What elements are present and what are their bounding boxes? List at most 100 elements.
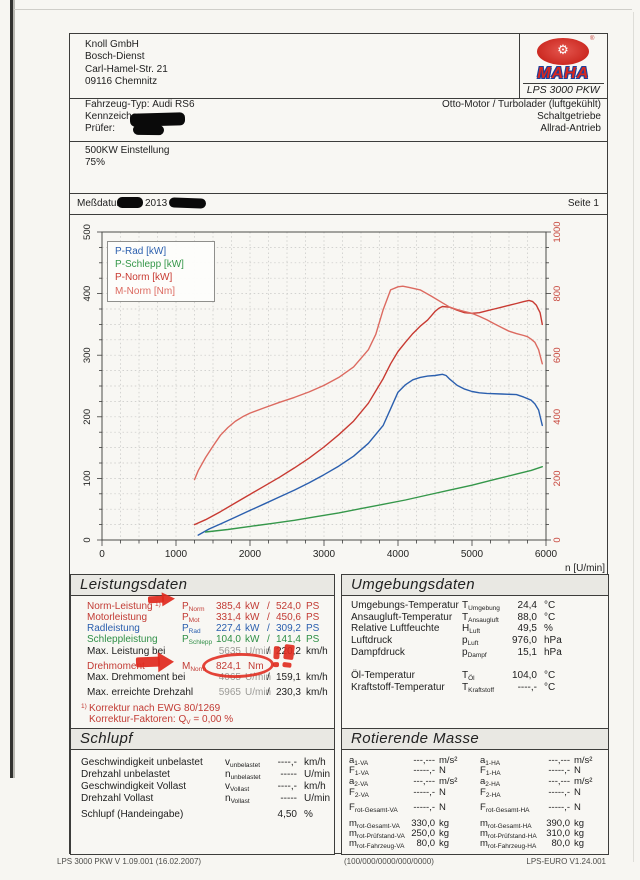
table-row: Geschwindigkeit unbelastet vunbelastet -… (81, 757, 326, 769)
svg-text:2000: 2000 (239, 549, 262, 560)
gearbox-type: Schaltgetriebe (537, 110, 601, 122)
footnote-korrektur: Korrektur-Faktoren: QV = 0,00 % (89, 714, 234, 726)
vehicle-info: Fahrzeug-Typ: Audi RS6 Kennzeichen: Prüf… (85, 99, 195, 136)
table-row: Kraftstoff-Temperatur TKraftstoff ----,-… (351, 682, 556, 694)
table-row: Max. Drehmoment bei 4065 U/min / 159,1 k… (87, 672, 328, 683)
svg-text:4000: 4000 (387, 549, 410, 560)
engine-info: Otto-Motor / Turbolader (luftgekühlt) Sc… (442, 99, 601, 136)
divider (70, 214, 607, 215)
table-row: F1-VA -----,- N F1-HA -----,- N (349, 765, 581, 777)
svg-text:800: 800 (552, 286, 563, 302)
divider (70, 141, 607, 142)
table-row: Radleistung PRad 227,4 kW / 309,2 PS (87, 623, 320, 635)
svg-text:200: 200 (552, 470, 563, 486)
svg-text:0: 0 (552, 537, 563, 542)
table-row: Motorleistung PMot 331,4 kW / 450,6 PS (87, 612, 320, 624)
test-settings: 500KW Einstellung 75% (85, 145, 170, 170)
table-row: Dampfdruck pDampf 15,1 hPa (351, 647, 562, 659)
table-row: Umgebungs-Temperatur TUmgebung 24,4 °C (351, 600, 556, 612)
footer-code-center: (100/000/0000/000/0000) (344, 857, 434, 866)
svg-text:0: 0 (82, 537, 93, 542)
scan-top-line (14, 9, 632, 10)
section-leistungsdaten: Leistungsdaten Norm-Leistung 1) PNorm 385… (70, 574, 335, 730)
divider (70, 193, 607, 194)
device-model: LPS 3000 PKW (526, 84, 600, 96)
table-row: Drehzahl unbelastet nunbelastet ----- U/… (81, 769, 331, 781)
svg-text:600: 600 (552, 347, 563, 363)
dyno-chart: 0 1000 2000 3000 4000 5000 6000 0 100 200 300 400 50… (70, 214, 607, 574)
engine-type: Otto-Motor / Turbolader (luftgekühlt) (442, 98, 601, 110)
table-row: Relative Luftfeuchte HLuft 49,5 % (351, 623, 553, 635)
table-row: Norm-Leistung 1) PNorm 385,4 kW / 524,0 P… (87, 601, 320, 613)
measure-date-label: Meßdatum: (77, 198, 128, 209)
table-row: Frot-Gesamt-VA -----,- N Frot-Gesamt-HA … (349, 802, 581, 814)
svg-text:1000: 1000 (552, 221, 563, 242)
svg-text:200: 200 (82, 409, 93, 425)
table-row: Drehzahl Vollast nVollast ----- U/min (81, 793, 331, 805)
company-name: Knoll GmbH (85, 39, 139, 50)
company-address: Knoll GmbH Bosch-Dienst Carl-Hamel-Str. … (85, 39, 168, 88)
table-row: a1-VA ---,--- m/s² a1-HA ---,--- m/s² (349, 755, 593, 767)
table-row: Luftdruck pLuft 976,0 hPa (351, 635, 562, 647)
section-title: Leistungsdaten (71, 575, 334, 596)
page-number: Seite 1 (567, 198, 599, 209)
inspector-label: Prüfer: (85, 123, 116, 135)
svg-text:0: 0 (99, 549, 105, 560)
svg-text:400: 400 (552, 409, 563, 425)
maha-wordmark: MAHA (537, 65, 590, 82)
drive-type: Allrad-Antrieb (540, 123, 601, 135)
chart-canvas: 0 1000 2000 3000 4000 5000 6000010020030040050… (82, 221, 605, 574)
svg-text:300: 300 (82, 347, 93, 363)
maha-logo-icon: ⚙ (537, 38, 589, 65)
table-row-drehmoment: Drehmoment MNorm 824,1 Nm (87, 661, 264, 673)
company-line: Bosch-Dienst (85, 51, 145, 63)
table-row: Schlupf (Handeingabe) 4,50 % (81, 809, 313, 820)
table-row: mrot-Gesamt-VA 330,0 kg mrot-Gesamt-HA 3… (349, 818, 585, 830)
svg-text:1000: 1000 (165, 549, 188, 560)
footnote: 1) Korrektur nach EWG 80/1269 (81, 703, 221, 714)
svg-text:3000: 3000 (313, 549, 336, 560)
scanner-edge-shadow-light (13, 0, 15, 778)
section-schlupf: Schlupf Geschwindigkeit unbelastet vunbe… (70, 728, 335, 855)
svg-text:5000: 5000 (461, 549, 484, 560)
table-row: mrot-Prüfstand-VA 250,0 kg mrot-Prüfstan… (349, 828, 585, 840)
table-row: mrot-Fahrzeug-VA 80,0 kg mrot-Fahrzeug-H… (349, 838, 585, 850)
footer-version-right: LPS-EURO V1.24.001 (526, 857, 606, 866)
table-row: Schleppleistung PSchlepp 104,0 kW / 141,… (87, 634, 320, 646)
maha-logo-cell: ⚙ ® MAHA LPS 3000 PKW (519, 34, 607, 98)
legend-item-p-rad: P-Rad [kW] (115, 246, 167, 257)
license-plate-label: Kennzeichen: (85, 110, 146, 122)
vehicle-type-label: Fahrzeug-Typ: (85, 98, 150, 110)
gear-icon: ⚙ (557, 43, 569, 58)
table-row: F2-VA -----,- N F2-HA -----,- N (349, 787, 581, 799)
section-title: Umgebungsdaten (342, 575, 608, 596)
report-frame: Knoll GmbH Bosch-Dienst Carl-Hamel-Str. … (69, 33, 609, 855)
scan-right-line (633, 12, 634, 862)
divider (523, 83, 604, 84)
redaction-date (117, 197, 143, 208)
table-row: Geschwindigkeit Vollast vVollast ----,- … (81, 781, 326, 793)
legend-item-p-norm: P-Norm [kW] (115, 272, 173, 284)
settings-line: 75% (85, 157, 106, 169)
section-title: Rotierende Masse (342, 729, 608, 750)
registered-mark: ® (590, 36, 595, 42)
measure-date-year: 2013 (145, 198, 168, 209)
section-title: Schlupf (71, 729, 334, 750)
svg-text:500: 500 (82, 224, 93, 240)
svg-text:400: 400 (82, 286, 93, 302)
table-row: Max. erreichte Drehzahl 5965 U/min / 230… (87, 687, 328, 698)
company-line: 09116 Chemnitz (85, 75, 158, 87)
vehicle-type-value: Audi RS6 (152, 98, 195, 110)
company-line: Carl-Hamel-Str. 21 (85, 63, 168, 75)
footer-version-left: LPS 3000 PKW V 1.09.001 (16.02.2007) (57, 857, 202, 866)
redaction-date-2 (168, 197, 207, 209)
divider (70, 98, 607, 99)
section-umgebungsdaten: Umgebungsdaten Umgebungs-Temperatur TUmg… (341, 574, 609, 730)
table-row: Ansaugluft-Temperatur TAnsaugluft 88,0 °… (351, 612, 556, 624)
settings-line: 500KW Einstellung (85, 145, 170, 156)
table-row: a2-VA ---,--- m/s² a2-HA ---,--- m/s² (349, 776, 593, 788)
svg-text:6000: 6000 (535, 549, 558, 560)
scanner-edge-shadow (10, 0, 13, 778)
